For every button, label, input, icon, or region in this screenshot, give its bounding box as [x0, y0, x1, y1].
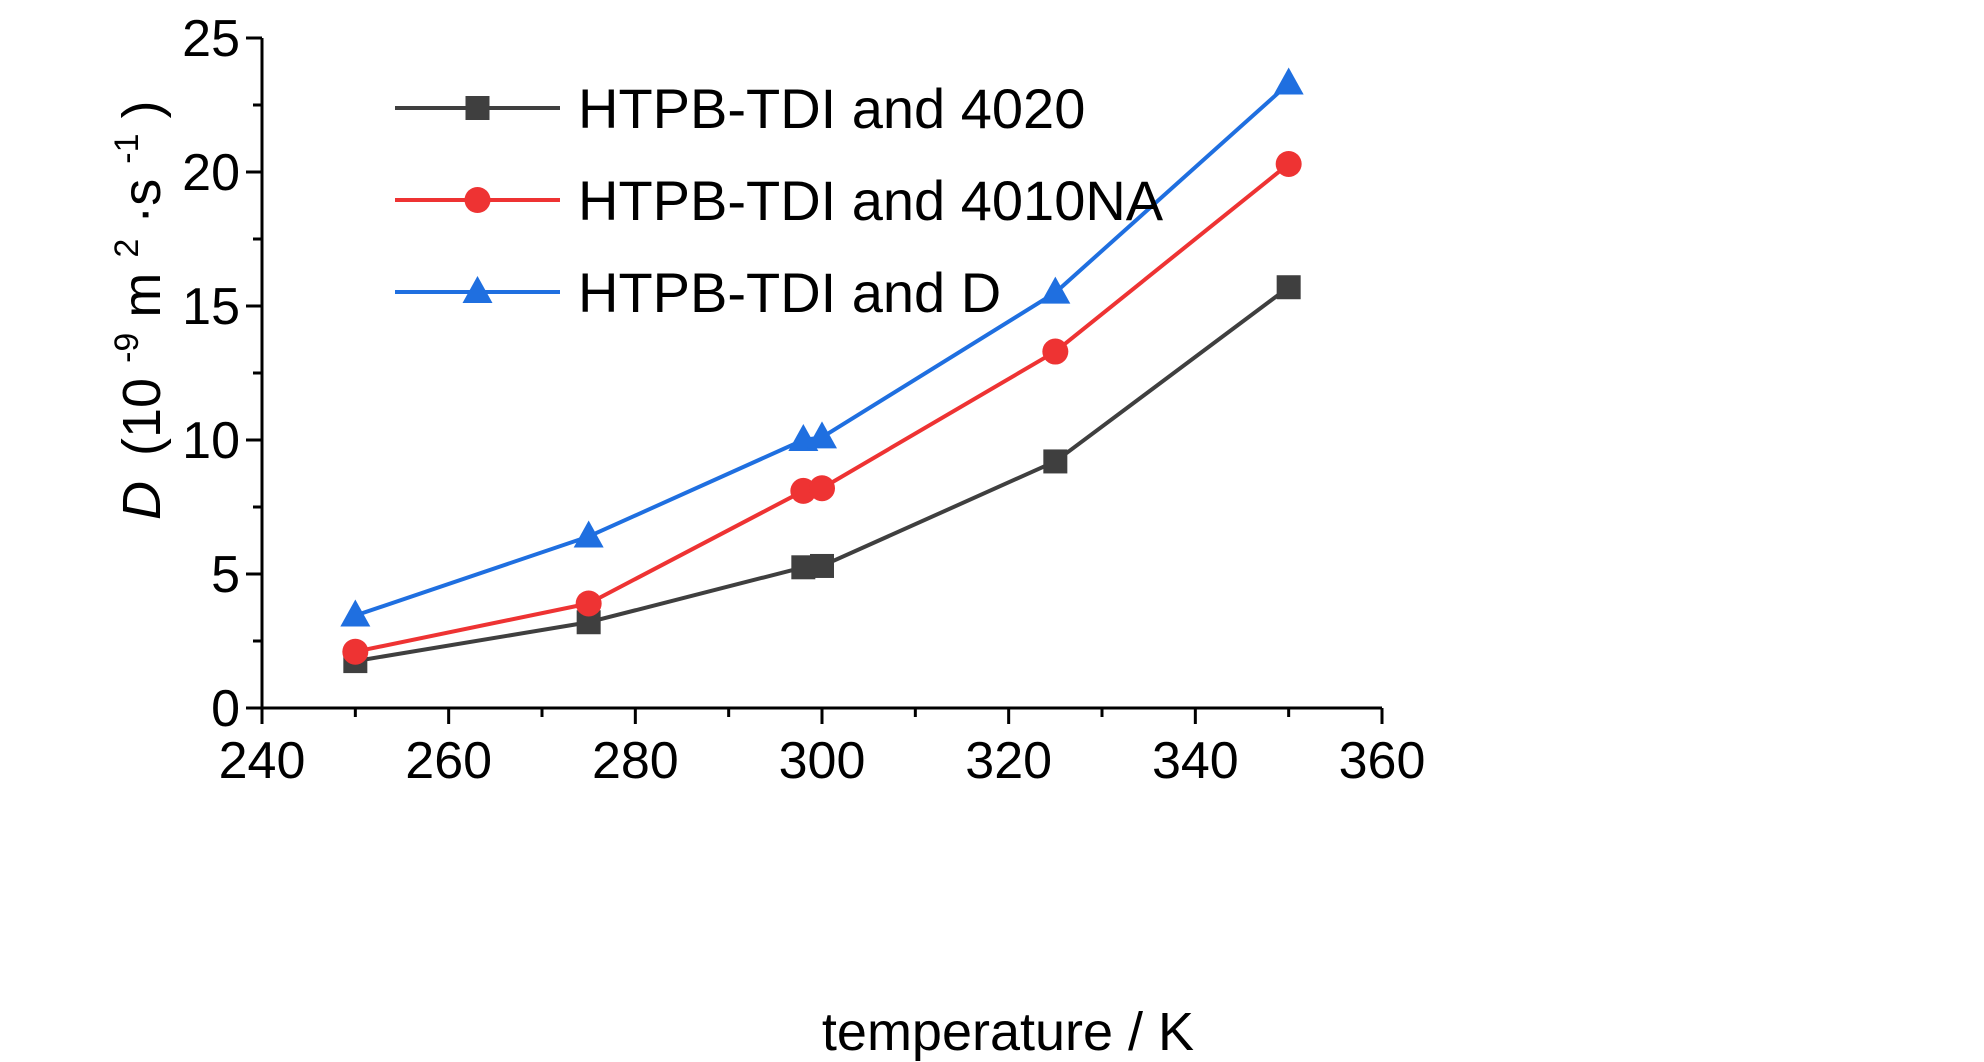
y-axis-symbol: D — [112, 481, 172, 520]
legend-marker — [465, 96, 490, 120]
data-point — [342, 638, 369, 665]
y-axis-open: (10 — [112, 378, 172, 456]
data-point — [1043, 449, 1068, 474]
y-tick-label: 5 — [211, 546, 240, 604]
y-axis-dot: ·s — [112, 179, 172, 224]
y-tick-label: 25 — [182, 10, 240, 68]
x-axis-title: temperature / K — [822, 1002, 1194, 1062]
x-tick-label: 280 — [592, 732, 679, 790]
data-point — [575, 590, 602, 617]
legend-label: HTPB-TDI and 4010NA — [578, 169, 1164, 232]
legend-entry: HTPB-TDI and 4020 — [395, 77, 1085, 140]
legend-entry: HTPB-TDI and 4010NA — [395, 169, 1164, 232]
data-point — [573, 520, 604, 548]
y-axis-title: D (10 -9 m 2 ·s -1 ) — [90, 101, 172, 521]
y-axis-close: ) — [112, 101, 172, 119]
series-line — [354, 82, 1291, 618]
data-point — [1275, 150, 1302, 177]
data-point — [1042, 338, 1069, 365]
series-line — [354, 162, 1290, 654]
series-layer — [340, 67, 1304, 674]
legend-marker — [464, 187, 491, 213]
series-3 — [340, 67, 1304, 627]
y-axis-exp2: 2 — [108, 239, 146, 258]
x-tick-label: 340 — [1152, 732, 1239, 790]
series-2 — [342, 150, 1302, 665]
legend-entry: HTPB-TDI and D — [395, 261, 1001, 324]
x-tick-label: 300 — [779, 732, 866, 790]
y-axis-unit1: m — [112, 273, 172, 318]
legend-label: HTPB-TDI and 4020 — [578, 77, 1085, 140]
series-line — [355, 285, 1290, 664]
y-tick-label: 15 — [182, 278, 240, 336]
y-tick-label: 0 — [211, 680, 240, 738]
series-1 — [343, 275, 1301, 674]
legend-marker — [462, 276, 493, 303]
data-point — [340, 599, 371, 627]
data-point — [810, 553, 834, 578]
y-tick-label: 10 — [182, 412, 240, 470]
data-point — [807, 421, 837, 449]
axes: 240 260 280 300 320 340 360 0 5 10 15 20 25 — [182, 10, 1425, 790]
data-point — [1276, 275, 1301, 300]
x-tick-label: 360 — [1339, 732, 1426, 790]
x-tick-label: 320 — [965, 732, 1052, 790]
data-point — [1273, 67, 1304, 95]
y-axis-exp3: -1 — [108, 134, 146, 164]
x-tick-label: 260 — [405, 732, 492, 790]
data-point — [1040, 276, 1071, 304]
legend: HTPB-TDI and 4020 HTPB-TDI and 4010NA HTPB… — [395, 77, 1164, 324]
y-axis-exp1: -9 — [108, 333, 146, 363]
data-point — [809, 475, 835, 502]
x-tick-label: 240 — [219, 732, 306, 790]
legend-label: HTPB-TDI and D — [578, 261, 1001, 324]
y-tick-label: 20 — [182, 144, 240, 202]
